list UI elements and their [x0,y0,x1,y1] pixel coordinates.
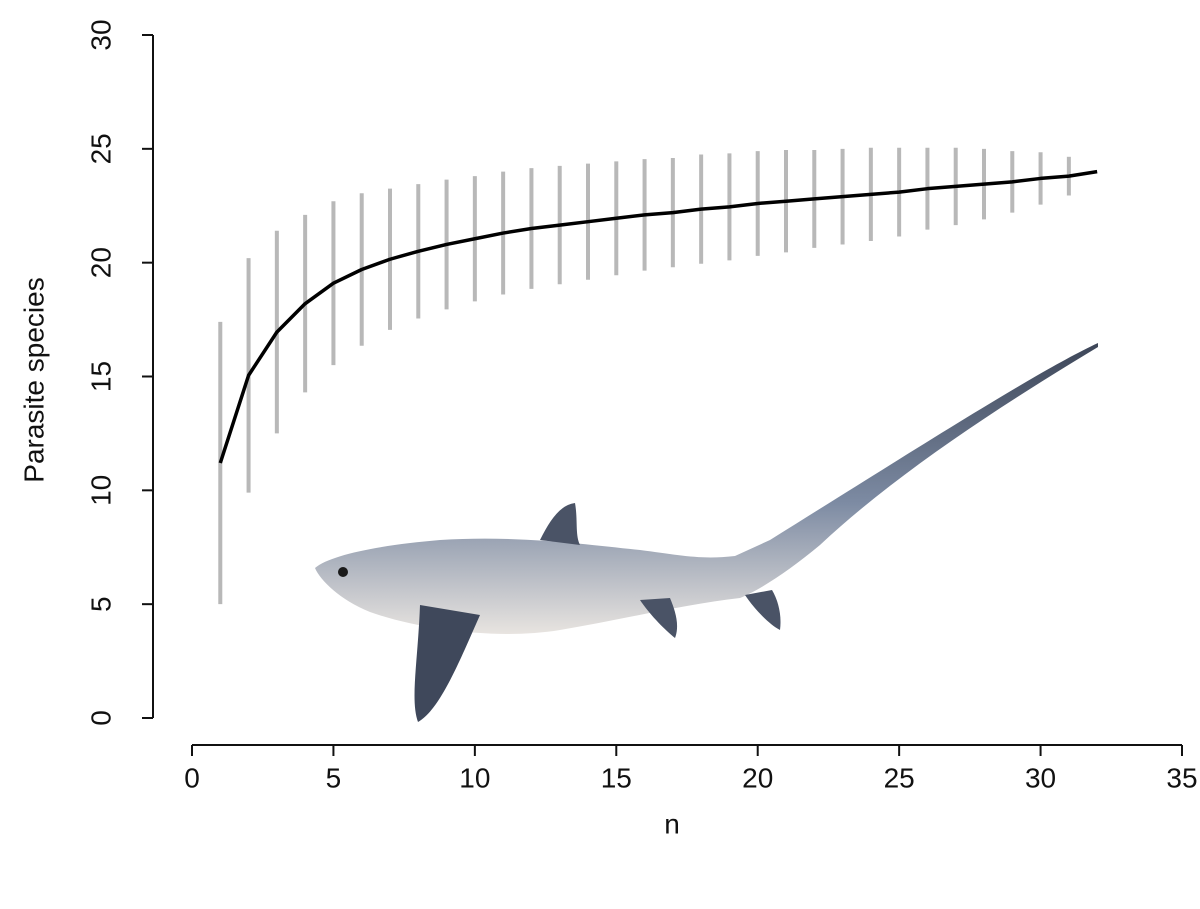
x-tick-label: 25 [884,762,915,793]
x-tick-label: 35 [1166,762,1197,793]
y-axis-label: Parasite species [18,277,49,482]
x-tick-label: 30 [1025,762,1056,793]
y-tick-label: 25 [85,133,116,164]
x-tick-label: 0 [184,762,200,793]
x-tick-label: 15 [601,762,632,793]
mean-line [218,169,1098,464]
x-tick-label: 5 [326,762,342,793]
y-tick-label: 15 [85,361,116,392]
y-tick-label: 20 [85,247,116,278]
y-tick-label: 5 [85,596,116,612]
shark-image [315,343,1098,722]
x-tick-label: 10 [459,762,490,793]
x-tick-label: 20 [742,762,773,793]
y-tick-label: 0 [85,710,116,726]
y-tick-label: 10 [85,475,116,506]
x-axis-label: n [664,808,680,839]
y-tick-label: 30 [85,19,116,50]
